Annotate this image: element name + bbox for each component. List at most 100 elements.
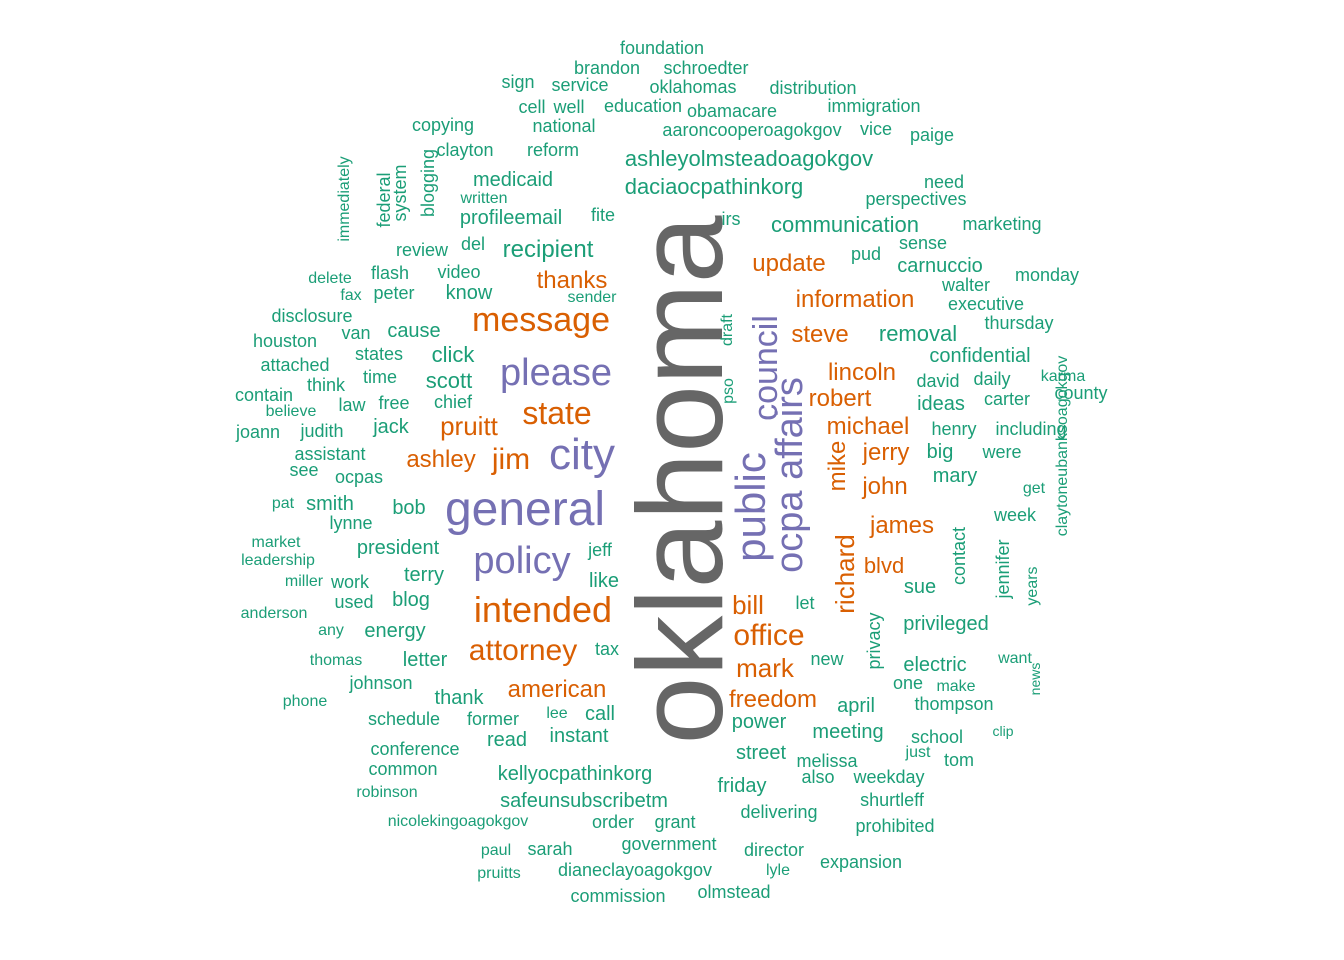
cloud-word: read: [486, 729, 528, 751]
cloud-word: time: [362, 367, 398, 387]
cloud-word: nicolekingoagokgov: [387, 813, 529, 830]
cloud-word: houston: [252, 331, 318, 351]
cloud-word: robert: [808, 385, 872, 412]
cloud-word: thursday: [984, 313, 1054, 333]
cloud-word: weekday: [853, 767, 925, 787]
cloud-word: see: [289, 460, 319, 480]
cloud-word: energy: [364, 620, 426, 642]
cloud-word: big: [926, 441, 954, 463]
cloud-word: vice: [859, 119, 893, 139]
cloud-word: intended: [473, 589, 613, 630]
cloud-word: week: [993, 505, 1037, 525]
cloud-word: dianeclayoagokgov: [557, 860, 713, 880]
cloud-word: mark: [736, 653, 794, 683]
cloud-word: message: [472, 301, 610, 339]
cloud-word: conference: [370, 739, 460, 759]
cloud-word: school: [910, 727, 964, 747]
cloud-word: one: [892, 673, 924, 693]
cloud-word: grant: [654, 812, 696, 832]
cloud-word: melissa: [796, 751, 858, 771]
cloud-word: ocpa affairs: [769, 377, 811, 573]
cloud-word: thomas: [309, 652, 363, 669]
cloud-word: lee: [546, 705, 568, 722]
cloud-word: new: [810, 649, 844, 669]
cloud-word: removal: [878, 321, 958, 346]
cloud-word: market: [251, 534, 301, 551]
cloud-word: scott: [425, 368, 473, 393]
cloud-word: believe: [265, 403, 317, 420]
cloud-word: just: [905, 744, 931, 761]
cloud-word: ashley: [406, 446, 476, 473]
cloud-word: power: [731, 711, 787, 733]
cloud-word: video: [437, 262, 481, 282]
cloud-word: pso: [720, 378, 737, 404]
cloud-word: claytoneubanksoagokgov: [1054, 355, 1071, 537]
cloud-word: contain: [234, 385, 294, 405]
cloud-word: general: [444, 483, 606, 536]
cloud-word: perspectives: [865, 189, 967, 209]
cloud-word: commission: [570, 886, 666, 906]
cloud-word: ideas: [917, 393, 965, 415]
cloud-word: states: [354, 344, 404, 364]
cloud-word: mike: [824, 440, 851, 492]
cloud-word: freedom: [728, 686, 818, 713]
cloud-word: also: [801, 767, 835, 787]
cloud-word: flash: [370, 263, 410, 283]
cloud-word: get: [1022, 480, 1046, 497]
cloud-word: contact: [949, 526, 969, 586]
cloud-word: government: [621, 834, 717, 854]
cloud-word: click: [431, 342, 475, 367]
cloud-word: anderson: [240, 605, 308, 622]
cloud-word: fite: [590, 205, 616, 225]
cloud-word: review: [395, 240, 449, 260]
cloud-word: safeunsubscribetm: [500, 790, 668, 812]
cloud-word: tom: [943, 750, 975, 770]
cloud-word: jeff: [588, 540, 612, 560]
cloud-word: sarah: [527, 839, 573, 859]
cloud-word: free: [378, 393, 410, 413]
cloud-word: office: [733, 619, 805, 652]
cloud-word: james: [869, 512, 935, 539]
cloud-word: lynne: [329, 513, 373, 533]
cloud-word: recipient: [502, 236, 594, 263]
cloud-word: steve: [791, 321, 849, 348]
cloud-word: blvd: [863, 553, 905, 578]
cloud-word: order: [591, 812, 635, 832]
cloud-word: lyle: [765, 862, 791, 879]
cloud-word: attorney: [468, 634, 578, 667]
cloud-word: update: [752, 250, 826, 277]
cloud-word: call: [584, 703, 616, 725]
cloud-word: ashleyolmsteadoagokgov: [624, 146, 874, 171]
cloud-word: cause: [387, 320, 441, 342]
cloud-word: blogging: [418, 148, 438, 218]
cloud-word: jerry: [862, 439, 910, 466]
cloud-word: immigration: [827, 96, 921, 116]
cloud-word: paul: [480, 842, 512, 859]
cloud-word: common: [368, 759, 438, 779]
cloud-word: were: [982, 442, 1022, 462]
cloud-word: carnuccio: [897, 255, 983, 277]
cloud-word: instant: [549, 725, 609, 747]
cloud-word: ocpas: [334, 467, 384, 487]
cloud-word: van: [341, 323, 371, 343]
cloud-word: jennifer: [993, 539, 1013, 599]
cloud-word: bob: [392, 497, 426, 519]
cloud-word: law: [338, 395, 366, 415]
cloud-word: communication: [771, 212, 919, 237]
cloud-word: joann: [235, 422, 281, 442]
cloud-word: service: [551, 75, 609, 95]
cloud-word: pat: [271, 495, 295, 512]
cloud-word: johnson: [349, 673, 413, 693]
cloud-word: letter: [402, 649, 448, 671]
cloud-word: news: [1027, 662, 1043, 696]
cloud-word: american: [507, 676, 607, 703]
cloud-word: county: [1054, 383, 1108, 403]
cloud-word: medicaid: [472, 169, 554, 191]
cloud-word: clip: [992, 723, 1014, 739]
cloud-word: foundation: [619, 38, 705, 58]
cloud-word: reform: [526, 140, 580, 160]
cloud-word: sender: [567, 289, 617, 306]
cloud-word: thompson: [914, 694, 994, 714]
cloud-word: shurtleff: [860, 790, 924, 810]
cloud-word: former: [466, 709, 520, 729]
